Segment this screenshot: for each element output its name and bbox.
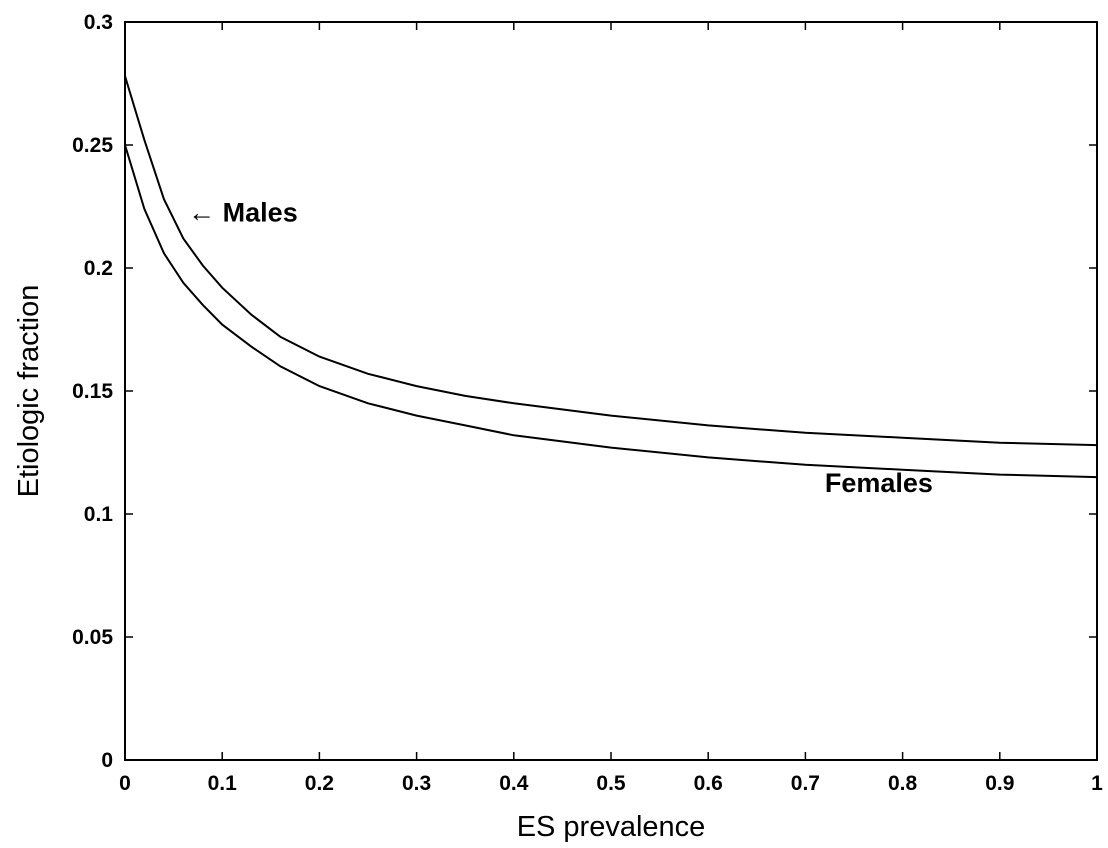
- series-line-1: [124, 75, 1098, 447]
- x-tick-label: 1: [1091, 772, 1103, 795]
- x-axis-label: ES prevalence: [517, 811, 706, 843]
- y-tick-label: 0: [101, 749, 113, 772]
- y-tick-label: 0.2: [84, 257, 113, 280]
- x-tick-label: 0.3: [402, 772, 431, 795]
- annotation-2: Females: [825, 468, 933, 498]
- y-tick-label: 0.3: [84, 11, 113, 34]
- series-line-2: [124, 144, 1098, 479]
- plot-area: 0 0.1 0.2 0.3 0.4 0.5 0.6 0.7 0.8 0.9 1 0 0.05 0.1 0.…: [72, 11, 1103, 795]
- x-tick-label: 0.9: [985, 772, 1014, 795]
- y-tick-label: 0.15: [72, 380, 113, 403]
- y-axis-label: Etiologic fraction: [13, 285, 45, 498]
- x-tick-label: 0.8: [888, 772, 918, 795]
- series-layer: [124, 75, 1098, 479]
- x-tick-label: 0.2: [305, 772, 334, 795]
- annotation-1: ← Males: [188, 197, 298, 227]
- x-tick-label: 0.5: [596, 772, 626, 795]
- x-tick-label: 0.7: [791, 772, 820, 795]
- y-tick-label: 0.1: [84, 503, 114, 526]
- y-ticks: 0 0.05 0.1 0.15 0.2 0.25 0.3: [72, 11, 1097, 772]
- x-tick-label: 0: [119, 772, 131, 795]
- axes-frame: [124, 21, 1098, 761]
- x-tick-label: 0.1: [208, 772, 238, 795]
- y-tick-label: 0.05: [72, 626, 113, 649]
- y-tick-label: 0.25: [72, 134, 113, 157]
- x-tick-label: 0.4: [499, 772, 529, 795]
- annotations: ← Males Females: [188, 197, 933, 498]
- x-tick-label: 0.6: [694, 772, 723, 795]
- x-ticks: 0 0.1 0.2 0.3 0.4 0.5 0.6 0.7 0.8 0.9 1: [119, 22, 1103, 795]
